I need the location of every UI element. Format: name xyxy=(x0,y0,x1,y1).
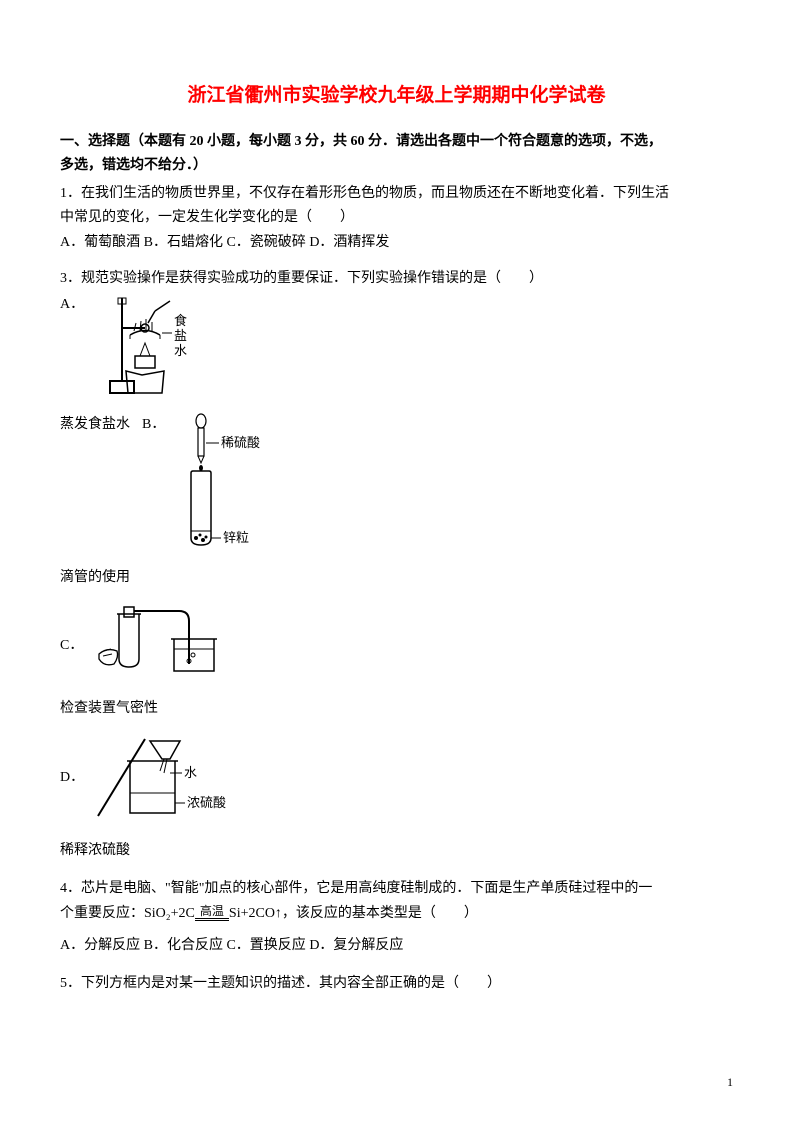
annot-salt1: 食 xyxy=(174,313,187,328)
page-number: 1 xyxy=(727,1072,733,1092)
question-4: 4．芯片是电脑、"智能"加点的核心部件，它是用高纯度硅制成的．下面是生产单质硅过… xyxy=(60,877,733,958)
q3-B-label: B． xyxy=(142,413,165,437)
q3-option-A: A． 食 盐 水 xyxy=(60,293,733,407)
section-header-line1: 一、选择题（本题有 20 小题，每小题 3 分，共 60 分．请选出各题中一个符… xyxy=(60,134,662,149)
q3-A-desc: 蒸发食盐水 xyxy=(60,413,130,437)
q4-optC: C．置换反应 xyxy=(226,938,305,953)
q3-C-label: C． xyxy=(60,599,83,658)
annot-water: 水 xyxy=(184,765,197,780)
annot-zinc: 锌粒 xyxy=(223,530,249,545)
q1-optA: A．葡萄酿酒 xyxy=(60,235,140,250)
question-1: 1．在我们生活的物质世界里，不仅存在着形形色色的物质，而且物质还在不断地变化着．… xyxy=(60,182,733,255)
q1-optB: B．石蜡熔化 xyxy=(144,235,223,250)
q3-D-label: D． xyxy=(60,731,84,790)
q4-line2b: Si+2CO↑，该反应的基本类型是（ ） xyxy=(229,906,478,921)
q5-text: 5．下列方框内是对某一主题知识的描述．其内容全部正确的是（ ） xyxy=(60,972,733,996)
q3-A-label: A． xyxy=(60,293,84,317)
q3-A-desc-B-block: 蒸发食盐水 B． 稀硫酸 锌粒 xyxy=(60,413,733,562)
annot-salt2: 盐 xyxy=(174,328,187,343)
q1-line2: 中常见的变化，一定发生化学变化的是（ ） xyxy=(60,210,354,225)
annot-h2so4: 浓硫酸 xyxy=(187,795,226,810)
airtight-diagram xyxy=(89,599,239,693)
condition-text: 高温 xyxy=(200,904,224,918)
annot-acid: 稀硫酸 xyxy=(221,435,260,450)
dilute-diagram: 水 浓硫酸 xyxy=(90,731,230,835)
q1-optC: C．瓷碗破碎 xyxy=(226,235,305,250)
section-header-line2: 多选，错选均不给分．） xyxy=(60,158,207,173)
q4-optB: B．化合反应 xyxy=(144,938,223,953)
exam-title: 浙江省衢州市实验学校九年级上学期期中化学试卷 xyxy=(60,80,733,112)
q1-optD: D．酒精挥发 xyxy=(309,235,389,250)
q3-text: 3．规范实验操作是获得实验成功的重要保证．下列实验操作错误的是（ ） xyxy=(60,267,733,291)
q1-line1: 1．在我们生活的物质世界里，不仅存在着形形色色的物质，而且物质还在不断地变化着．… xyxy=(60,186,669,201)
q1-text: 1．在我们生活的物质世界里，不仅存在着形形色色的物质，而且物质还在不断地变化着．… xyxy=(60,182,733,230)
q3-option-C: C． xyxy=(60,599,733,693)
q4-optA: A．分解反应 xyxy=(60,938,140,953)
q3-D-desc: 稀释浓硫酸 xyxy=(60,839,733,863)
q4-optD: D．复分解反应 xyxy=(309,938,403,953)
q3-option-D: D． 水 浓硫酸 xyxy=(60,731,733,835)
q3-C-desc: 检查装置气密性 xyxy=(60,697,733,721)
q4-line2: 个重要反应：SiO₂+2C 高温 Si+2CO↑，该反应的基本类型是（ ） xyxy=(60,902,733,926)
question-5: 5．下列方框内是对某一主题知识的描述．其内容全部正确的是（ ） xyxy=(60,972,733,996)
q4-line2a: 个重要反应：SiO₂+2C xyxy=(60,906,195,921)
question-3: 3．规范实验操作是获得实验成功的重要保证．下列实验操作错误的是（ ） A． 食 xyxy=(60,267,733,862)
q3-B-desc: 滴管的使用 xyxy=(60,566,733,590)
annot-salt3: 水 xyxy=(174,343,187,358)
q4-options: A．分解反应 B．化合反应 C．置换反应 D．复分解反应 xyxy=(60,934,733,958)
section-header: 一、选择题（本题有 20 小题，每小题 3 分，共 60 分．请选出各题中一个符… xyxy=(60,130,733,178)
q4-line1: 4．芯片是电脑、"智能"加点的核心部件，它是用高纯度硅制成的．下面是生产单质硅过… xyxy=(60,877,733,901)
q1-options: A．葡萄酿酒 B．石蜡熔化 C．瓷碗破碎 D．酒精挥发 xyxy=(60,231,733,255)
reaction-arrow: 高温 xyxy=(195,905,229,922)
dropper-diagram: 稀硫酸 锌粒 xyxy=(171,413,261,562)
evaporation-diagram: 食 盐 水 xyxy=(90,293,210,407)
